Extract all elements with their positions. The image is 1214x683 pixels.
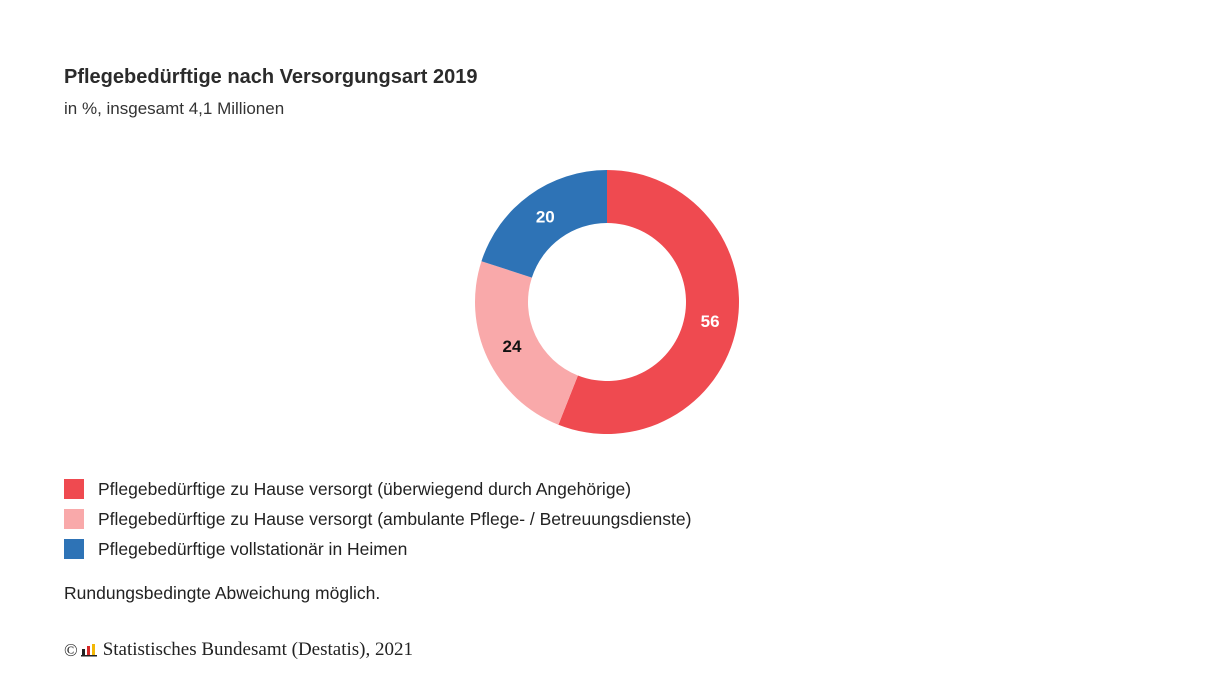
donut-slice-2 [481,170,607,278]
legend-label: Pflegebedürftige zu Hause versorgt (über… [98,478,632,499]
copyright-line: © Statistisches Bundesamt (Destatis), 20… [64,639,413,661]
donut-slice-1 [475,261,578,425]
slice-value-label: 24 [503,337,522,356]
copyright-symbol: © [64,639,78,660]
slice-value-label: 56 [701,312,720,331]
legend-item: Pflegebedürftige zu Hause versorgt (über… [64,474,691,504]
legend-label: Pflegebedürftige vollstationär in Heimen [98,538,408,559]
chart-title: Pflegebedürftige nach Versorgungsart 201… [64,66,478,88]
donut-slice-0 [558,170,739,434]
destatis-logo-icon [80,644,97,657]
legend-item: Pflegebedürftige zu Hause versorgt (ambu… [64,504,691,534]
legend-item: Pflegebedürftige vollstationär in Heimen [64,534,691,564]
legend-label: Pflegebedürftige zu Hause versorgt (ambu… [98,508,692,529]
legend-swatch [64,509,84,529]
copyright-text: Statistisches Bundesamt (Destatis), 2021 [102,639,413,660]
chart-subtitle: in %, insgesamt 4,1 Millionen [64,99,285,118]
legend: Pflegebedürftige zu Hause versorgt (über… [64,474,691,564]
legend-swatch [64,539,84,559]
footnote: Rundungsbedingte Abweichung möglich. [64,583,381,603]
slice-value-label: 20 [536,208,555,227]
legend-swatch [64,479,84,499]
